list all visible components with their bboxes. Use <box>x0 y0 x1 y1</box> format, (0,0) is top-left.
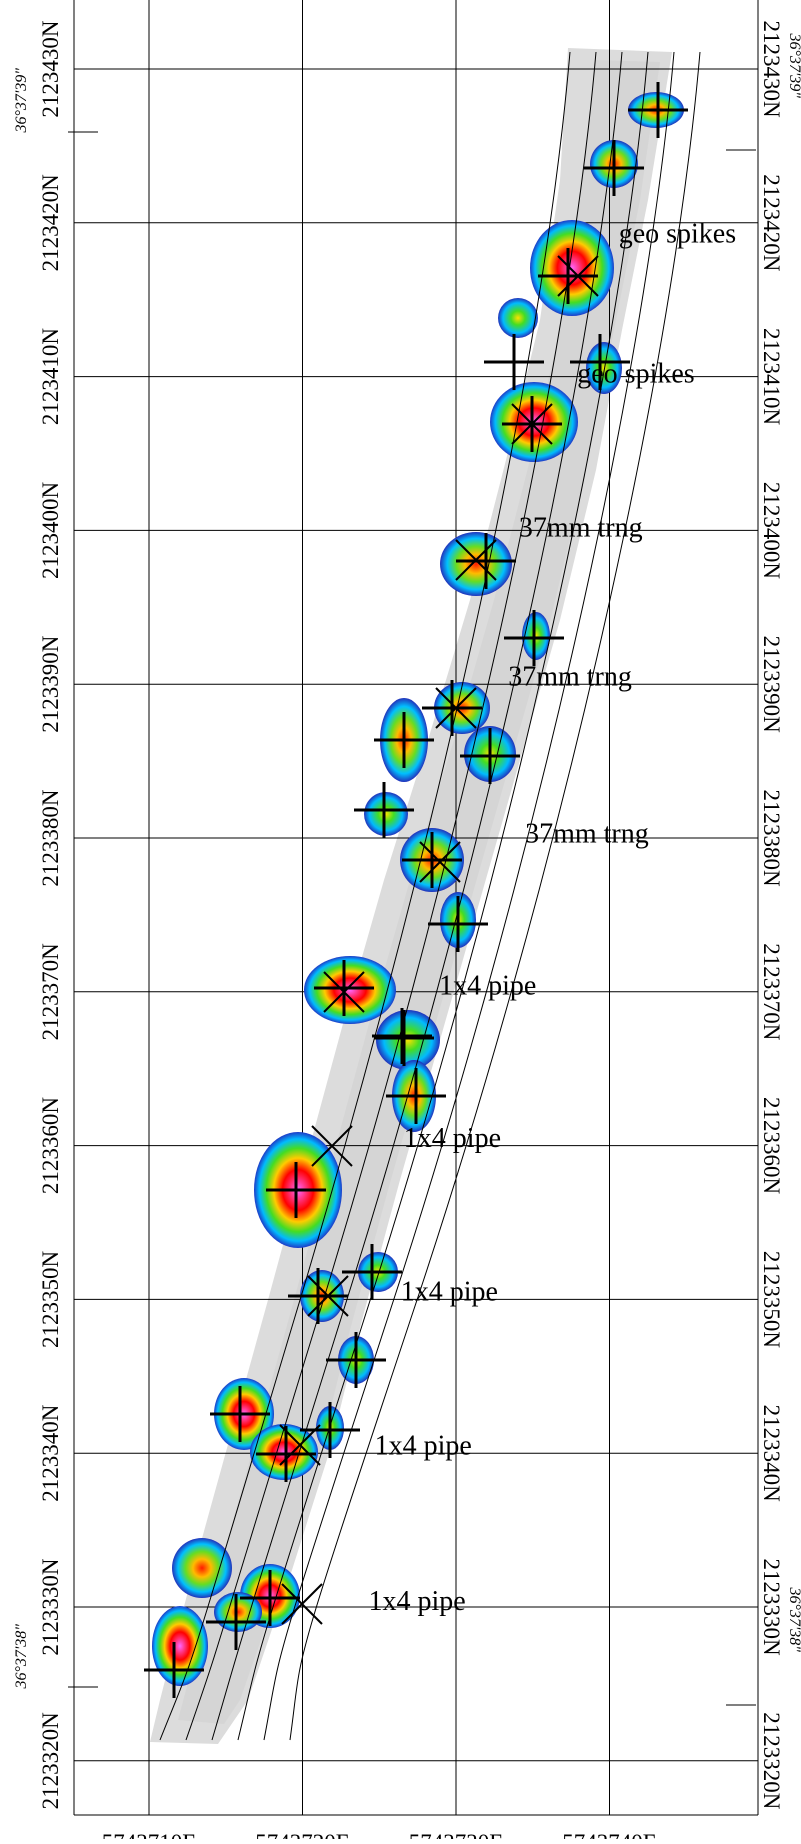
target-x-marker <box>323 971 365 1013</box>
northing-label-left: 2123430N <box>38 20 63 118</box>
anomaly-blob <box>364 792 408 836</box>
northing-label-left: 2123390N <box>38 635 63 733</box>
survey-track-lines <box>159 51 701 1741</box>
survey-track-line <box>263 51 675 1741</box>
survey-track-line <box>211 51 623 1741</box>
northing-label-left: 2123380N <box>38 789 63 887</box>
latitude-label: 36°37'38" <box>786 1586 801 1652</box>
anomaly-blob <box>498 298 538 338</box>
northing-label-left: 2123400N <box>38 481 63 579</box>
anomaly-blob <box>304 956 396 1024</box>
northing-label-left: 2123360N <box>38 1097 63 1195</box>
northing-label-right: 2123340N <box>759 1405 784 1503</box>
northing-label-right: 2123400N <box>759 482 784 580</box>
target-x-marker <box>455 539 497 581</box>
northing-label-left: 2123340N <box>38 1404 63 1502</box>
latitude-label: 36°37'39" <box>13 68 30 134</box>
anomaly-blob <box>586 342 622 394</box>
northing-label-right: 2123380N <box>759 789 784 887</box>
survey-track-line <box>289 51 701 1741</box>
annotation-label: 37mm trng <box>519 512 643 543</box>
target-x-marker <box>281 1583 323 1625</box>
northing-label-right: 2123410N <box>759 328 784 426</box>
northing-label-right: 2123370N <box>759 943 784 1041</box>
survey-track-line <box>237 51 649 1741</box>
annotation-label: 1x4 pipe <box>369 1586 466 1617</box>
anomaly-blob <box>530 220 614 316</box>
anomaly-layer <box>152 92 684 1686</box>
northing-label-left: 2123330N <box>38 1558 63 1656</box>
survey-track-line <box>185 51 597 1741</box>
map-labels: geo spikes geo spikes 37mm trng 37mm trng 37… <box>369 219 737 1617</box>
annotation-label: geo spikes <box>619 219 736 250</box>
annotation-label: 1x4 pipe <box>375 1431 472 1462</box>
northing-label-right: 2123390N <box>759 636 784 734</box>
target-x-marker <box>279 1424 321 1466</box>
target-markers <box>144 82 688 1698</box>
anomaly-blob <box>522 612 550 660</box>
anomaly-blob <box>376 1010 440 1070</box>
northing-label-right: 2123350N <box>759 1251 784 1349</box>
easting-label: 5743740E <box>562 1830 657 1839</box>
northing-label-left: 2123420N <box>38 174 63 271</box>
anomaly-blob <box>152 1606 208 1686</box>
annotation-label: 37mm trng <box>525 818 649 849</box>
northing-label-left: 2123320N <box>38 1712 63 1810</box>
latitude-label: 36°37'39" <box>786 32 801 98</box>
northing-label-left: 2123370N <box>38 943 63 1041</box>
easting-label: 5743730E <box>409 1830 504 1839</box>
annotation-label: 1x4 pipe <box>401 1277 498 1308</box>
target-x-marker <box>311 1125 353 1167</box>
latitude-label: 36°37'38" <box>13 1624 30 1690</box>
annotation-label: 1x4 pipe <box>404 1123 501 1154</box>
coordinate-grid: 2123430N 2123430N 2123420N 2123420N 2123410N… <box>13 0 801 1844</box>
target-x-marker <box>435 687 477 729</box>
anomaly-blob <box>250 1424 318 1480</box>
northing-label-left: 2123350N <box>38 1250 63 1348</box>
northing-label-left: 2123410N <box>38 328 63 426</box>
northing-label-right: 2123430N <box>759 20 784 118</box>
survey-track-line <box>159 51 571 1741</box>
target-x-marker <box>419 841 461 883</box>
annotation-label: geo spikes <box>577 359 694 390</box>
target-x-marker <box>557 255 599 297</box>
annotation-label: 37mm trng <box>508 662 632 693</box>
target-x-marker <box>511 403 553 445</box>
easting-label: 5743710E <box>102 1830 197 1839</box>
annotation-label: 1x4 pipe <box>439 971 536 1002</box>
anomaly-blob <box>172 1538 232 1598</box>
easting-label: 5743720E <box>255 1830 350 1839</box>
northing-label-right: 2123330N <box>759 1558 784 1656</box>
northing-label-right: 2123320N <box>759 1712 784 1810</box>
anomaly-blob <box>440 532 512 596</box>
survey-swath <box>150 48 672 1744</box>
northing-label-right: 2123360N <box>759 1097 784 1195</box>
northing-label-right: 2123420N <box>759 174 784 271</box>
target-x-marker <box>307 1275 349 1317</box>
